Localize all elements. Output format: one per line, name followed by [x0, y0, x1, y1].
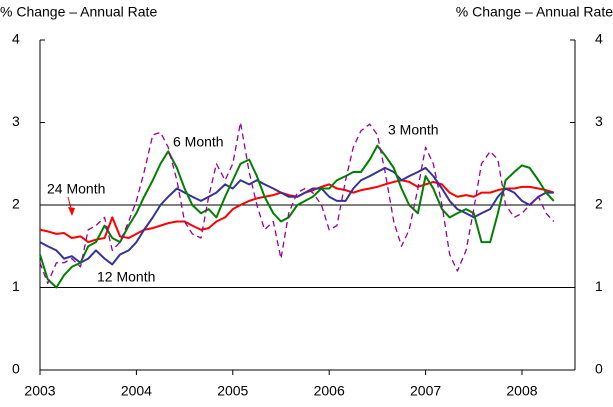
y2-tick-label: 4 — [595, 31, 603, 47]
x-tick-label: 2008 — [506, 383, 537, 399]
y-tick-label: 2 — [12, 196, 20, 212]
x-tick-label: 2007 — [410, 383, 441, 399]
series-line — [39, 121, 555, 285]
series-line — [39, 166, 554, 266]
x-tick-label: 2006 — [314, 383, 345, 399]
series-label: 3 Month — [388, 122, 439, 138]
series-label: 6 Month — [173, 134, 224, 150]
y-tick-label: 4 — [12, 31, 20, 47]
y-axis-label: % Change – Annual Rate — [0, 4, 157, 20]
x-tick-label: 2005 — [217, 383, 248, 399]
series-line — [39, 144, 555, 289]
y-tick-label: 1 — [12, 278, 20, 294]
series-line — [39, 179, 555, 244]
x-tick-label: 2003 — [24, 383, 55, 399]
y2-tick-label: 0 — [595, 361, 603, 377]
y-tick-label: 0 — [12, 361, 20, 377]
y2-tick-label: 1 — [595, 278, 603, 294]
y2-tick-label: 2 — [595, 196, 603, 212]
y2-axis-label: % Change – Annual Rate — [456, 4, 613, 20]
series-label: 24 Month — [47, 181, 105, 197]
series-label: 12 Month — [97, 269, 155, 285]
y2-tick-label: 3 — [595, 113, 603, 129]
x-tick-label: 2004 — [121, 383, 152, 399]
annotation-arrowhead — [68, 207, 75, 216]
y-tick-label: 3 — [12, 113, 20, 129]
